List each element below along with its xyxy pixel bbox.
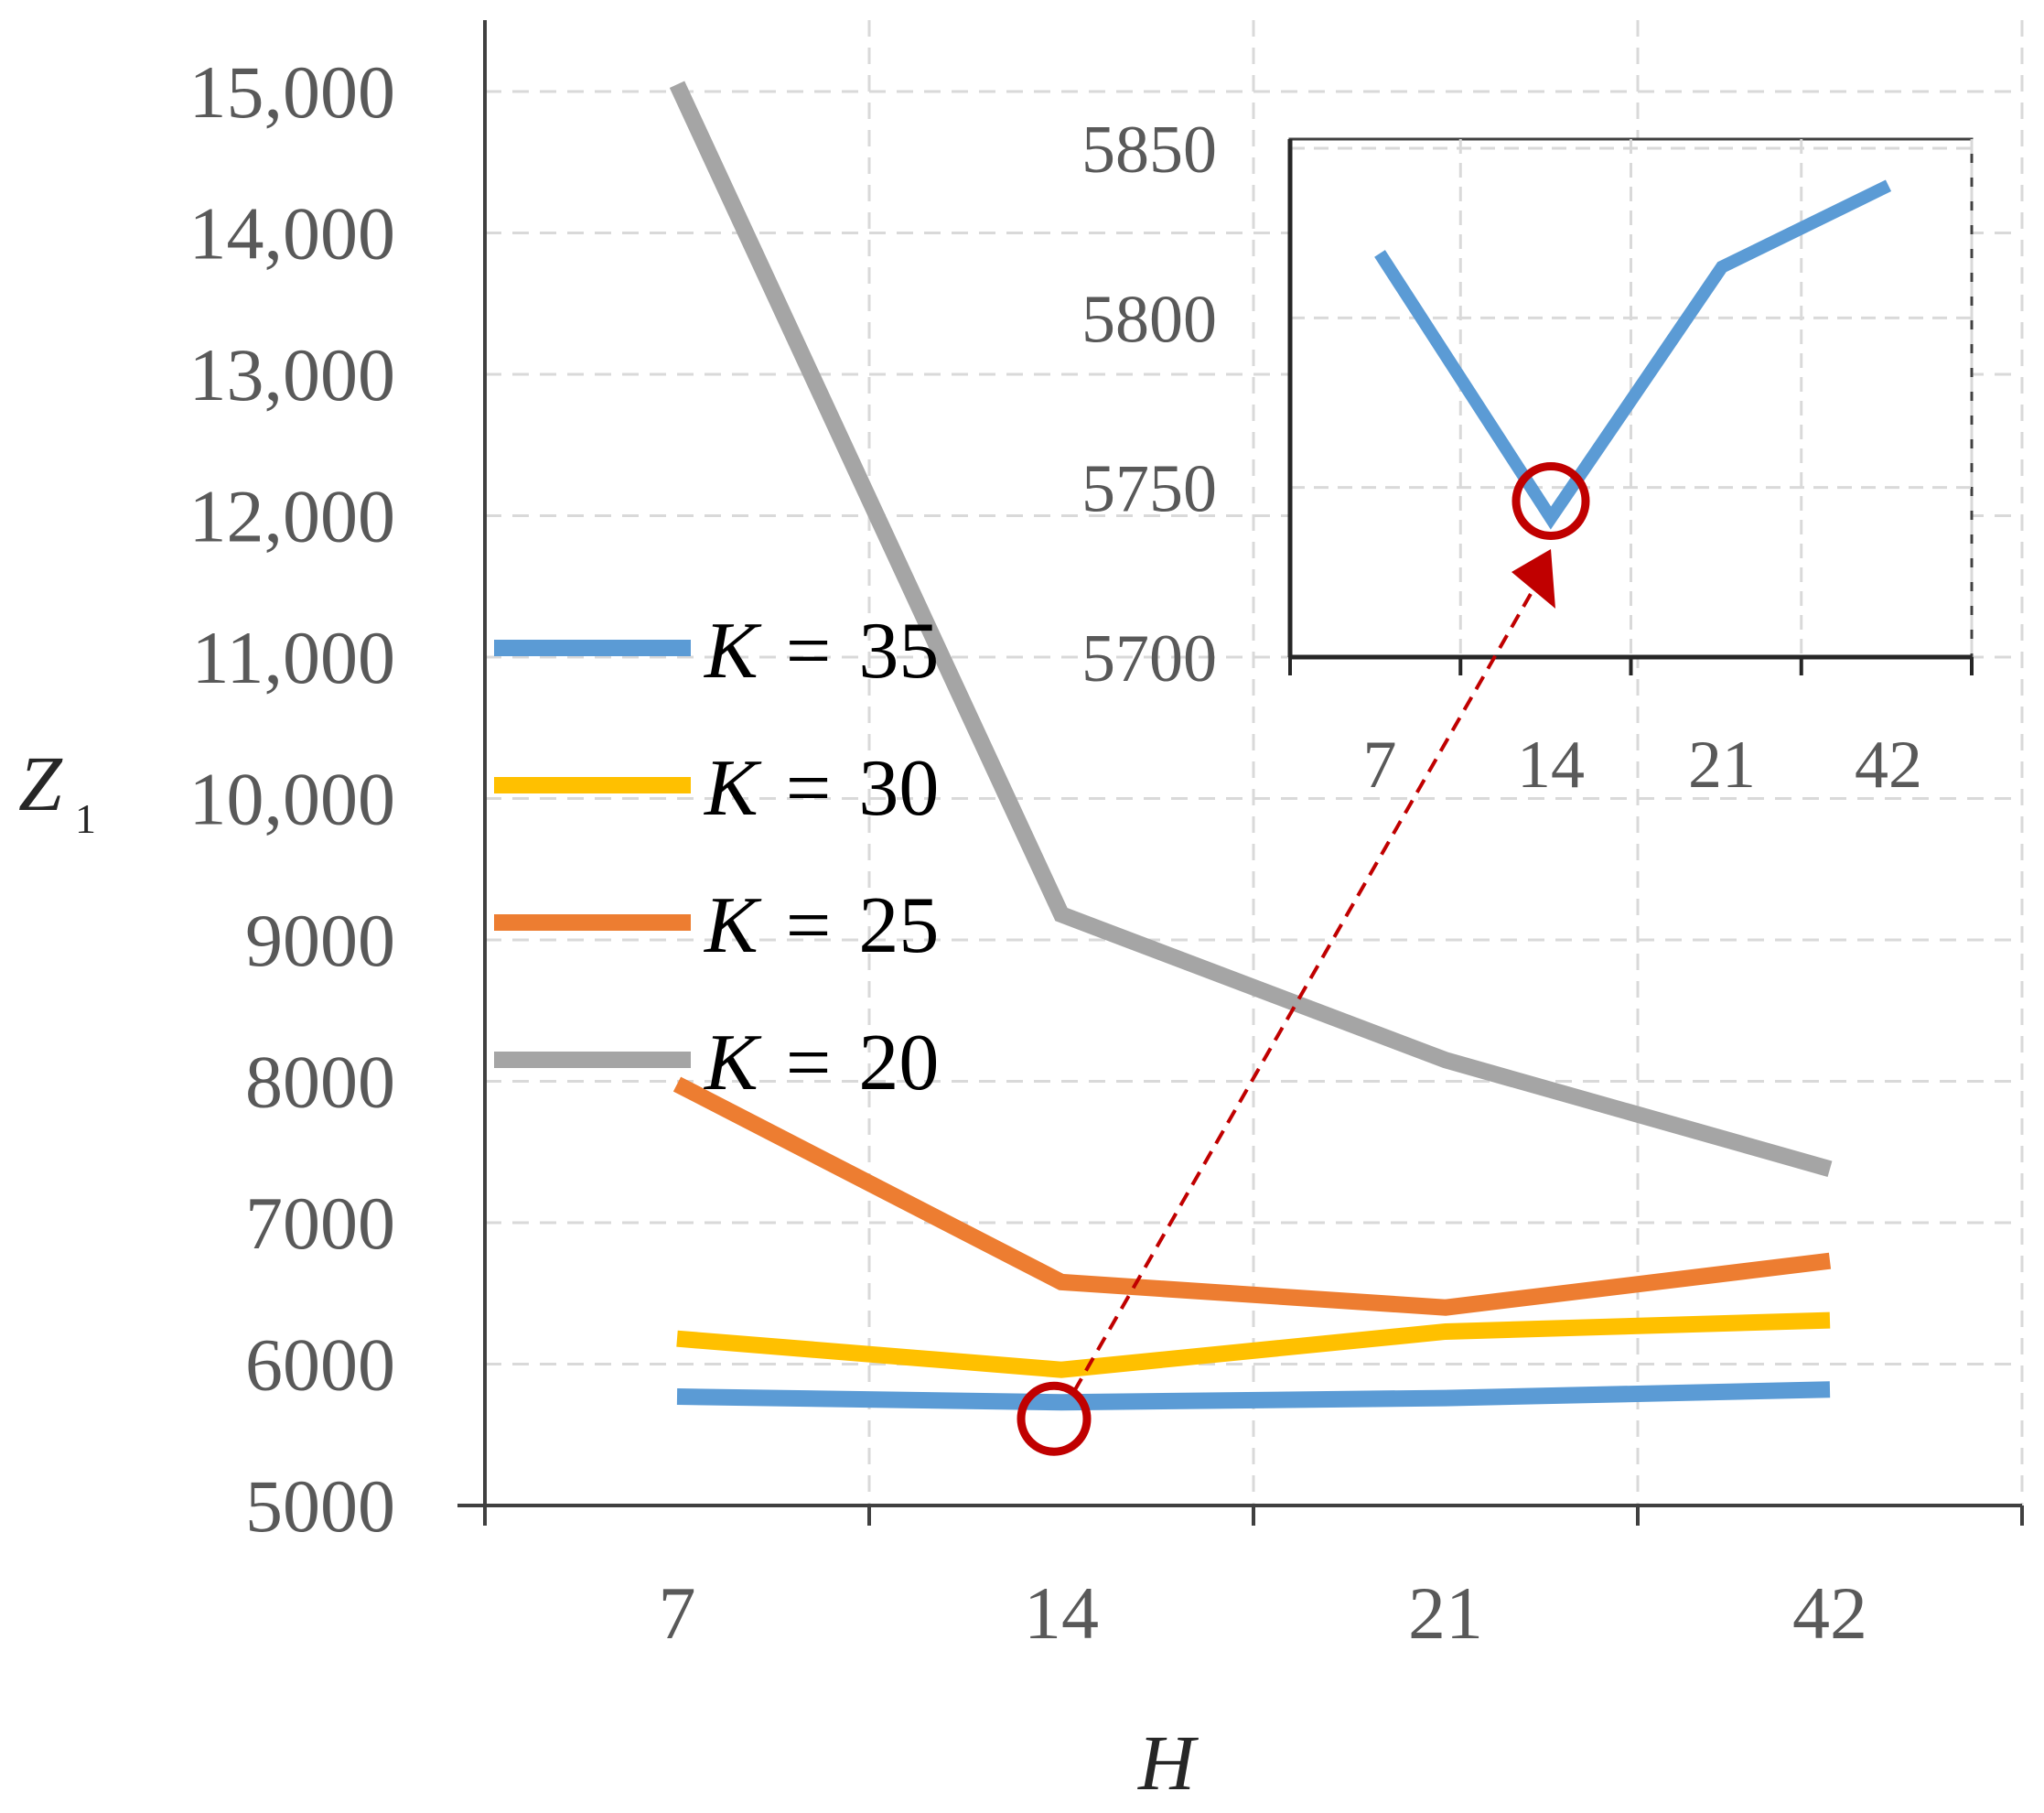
legend-entry-k-35: K = 35 (494, 607, 939, 696)
y-tick-label: 6000 (245, 1323, 395, 1407)
highlight-circle-main (1017, 1381, 1092, 1456)
zoom-arrow-line (1072, 574, 1544, 1393)
inset-x-tick-label: 7 (1363, 728, 1397, 803)
legend-label-var: K (703, 881, 762, 970)
y-tick-label: 13,000 (189, 333, 396, 416)
y-tick-label: 8000 (245, 1041, 395, 1124)
legend-entry-k-30: K = 30 (494, 744, 939, 833)
y-tick-label: 5000 (245, 1464, 395, 1548)
legend-label: K = 25 (703, 881, 939, 970)
legend-label-var: K (703, 607, 762, 696)
inset-y-tick-label: 5800 (1081, 282, 1217, 357)
inset-x-tick-label: 21 (1688, 728, 1756, 803)
series-line-k-20 (669, 81, 1833, 1177)
x-axis-title: H (1137, 1719, 1199, 1807)
series-line-k-35 (676, 1381, 1831, 1411)
inset-y-tick-label: 5700 (1081, 621, 1217, 696)
y-tick-label: 11,000 (192, 616, 395, 699)
x-tick-label: 42 (1792, 1571, 1867, 1655)
legend-label-num: 20 (858, 1019, 939, 1107)
y-tick-label: 10,000 (189, 758, 396, 841)
legend-label: K = 20 (703, 1019, 939, 1107)
series-line-k-30 (676, 1311, 1831, 1378)
legend-label-eq: = (786, 881, 832, 970)
x-tick-label: 14 (1024, 1571, 1099, 1655)
x-tick-label: 21 (1408, 1571, 1483, 1655)
legend-label-var: K (703, 744, 762, 833)
y-tick-label: 7000 (245, 1182, 395, 1265)
inset-plot: 5700 5750 5800 5850 7 14 21 42 (1081, 113, 1974, 803)
legend-label: K = 30 (703, 744, 939, 833)
legend-label-num: 25 (858, 881, 939, 970)
legend-entry-k-20: K = 20 (494, 1019, 939, 1107)
legend-label-eq: = (786, 607, 832, 696)
legend-label-var: K (703, 1019, 762, 1107)
legend-label-eq: = (786, 1019, 832, 1107)
series-line-k-25 (672, 1076, 1832, 1316)
zoom-arrow-head (1511, 549, 1555, 609)
main-plot: 5000600070008000900010,00011,00012,00013… (18, 20, 2024, 1807)
inset-x-tick-label: 42 (1855, 728, 1922, 803)
y-axis-title: Z (18, 739, 63, 827)
y-tick-label: 9000 (245, 899, 395, 982)
y-axis-title-subscript: 1 (75, 795, 96, 842)
legend-label-num: 30 (858, 744, 939, 833)
annotation-layer (1017, 461, 1590, 1456)
highlight-circle-inset (1511, 461, 1590, 540)
inset-x-tick-label: 14 (1517, 728, 1585, 803)
legend: K = 35 K = 30 K = 25 K = 20 (494, 607, 939, 1107)
legend-entry-k-25: K = 25 (494, 881, 939, 970)
inset-y-tick-label: 5850 (1081, 113, 1217, 188)
inset-y-tick-label: 5750 (1081, 452, 1217, 527)
y-tick-label: 15,000 (189, 50, 396, 134)
y-tick-label: 12,000 (189, 475, 396, 558)
legend-label: K = 35 (703, 607, 939, 696)
legend-label-num: 35 (858, 607, 939, 696)
inset-series-line (1374, 179, 1892, 530)
legend-label-eq: = (786, 744, 832, 833)
y-tick-label: 14,000 (189, 192, 396, 275)
x-tick-label: 7 (659, 1571, 696, 1655)
